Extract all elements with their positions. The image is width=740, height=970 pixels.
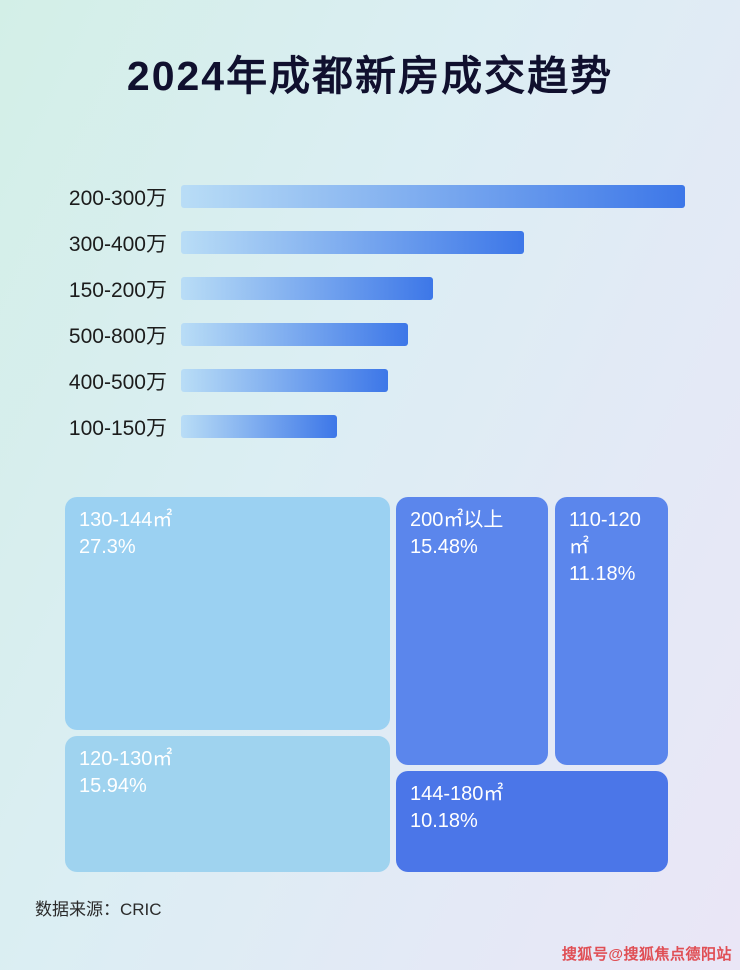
bar-fill [181,185,685,208]
bar-track [181,231,685,255]
bar-track [181,369,685,393]
bar-fill [181,415,338,438]
bar-category-label: 500-800万 [68,325,167,348]
bar-fill [181,323,408,346]
treemap-block-label: 144-180㎡ [410,783,504,805]
treemap-block-value: 11.18% [569,563,636,585]
bar-fill [181,231,524,254]
bar-row: 500-800万 [55,323,685,348]
treemap-chart: 130-144㎡ 27.3% 200㎡以上 15.48% 110-120㎡ 11… [65,497,668,872]
bar-track [181,323,685,347]
bar-track [181,415,685,439]
bar-chart: 200-300万 300-400万 150-200万 500-800万 400-500万… [55,185,685,461]
treemap-block-value: 15.48% [410,536,478,558]
bar-category-label: 100-150万 [68,417,167,440]
bar-category-label: 300-400万 [68,233,167,256]
treemap-block: 120-130㎡ 15.94% [65,736,390,872]
treemap-block-label: 110-120㎡ [569,509,641,558]
treemap-block: 110-120㎡ 11.18% [555,497,668,765]
bar-track [181,185,685,209]
treemap-block: 144-180㎡ 10.18% [396,771,668,872]
bar-row: 400-500万 [55,369,685,394]
treemap-block: 200㎡以上 15.48% [396,497,548,765]
bar-row: 300-400万 [55,231,685,256]
bar-row: 150-200万 [55,277,685,302]
data-source-text: 数据来源：CRIC [35,900,162,919]
treemap-block-value: 15.94% [79,775,147,797]
treemap-block-value: 27.3% [79,536,136,558]
treemap-block-value: 10.18% [410,810,478,832]
treemap-block-label: 200㎡以上 [410,509,504,531]
bar-fill [181,369,388,392]
treemap-block-label: 130-144㎡ [79,509,173,531]
treemap-block-label: 120-130㎡ [79,748,173,770]
bar-row: 100-150万 [55,415,685,440]
bar-category-label: 200-300万 [68,187,167,210]
bar-fill [181,277,433,300]
bar-category-label: 400-500万 [68,371,167,394]
bar-track [181,277,685,301]
treemap-block: 130-144㎡ 27.3% [65,497,390,730]
page-title: 2024年成都新房成交趋势 [126,53,614,99]
bar-row: 200-300万 [55,185,685,210]
watermark-text: 搜狐号@搜狐焦点德阳站 [561,946,732,963]
bar-category-label: 150-200万 [68,279,167,302]
